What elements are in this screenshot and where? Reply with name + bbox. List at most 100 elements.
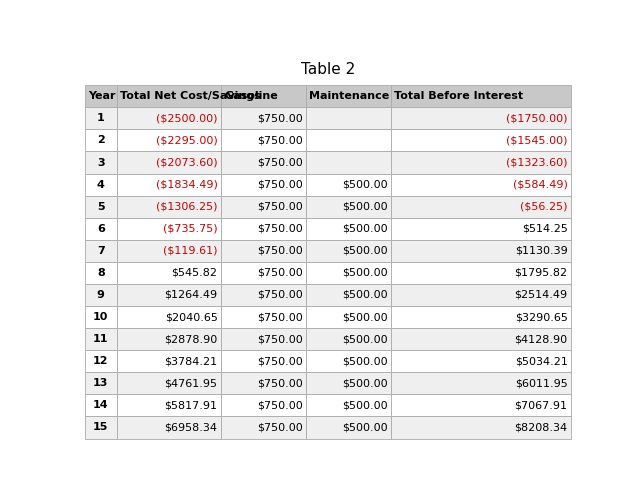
Bar bbox=[116, 84, 221, 107]
Bar bbox=[221, 240, 306, 262]
Text: $750.00: $750.00 bbox=[257, 334, 303, 344]
Bar bbox=[391, 284, 571, 306]
Bar bbox=[221, 306, 306, 328]
Bar bbox=[391, 240, 571, 262]
Bar bbox=[306, 173, 391, 196]
Bar bbox=[391, 107, 571, 129]
Bar bbox=[85, 372, 116, 394]
Bar bbox=[85, 218, 116, 240]
Bar bbox=[306, 394, 391, 416]
Bar bbox=[221, 416, 306, 438]
Text: ($1750.00): ($1750.00) bbox=[506, 113, 568, 123]
Bar bbox=[306, 306, 391, 328]
Bar bbox=[116, 372, 221, 394]
Text: $750.00: $750.00 bbox=[257, 113, 303, 123]
Bar bbox=[116, 306, 221, 328]
Text: $4128.90: $4128.90 bbox=[515, 334, 568, 344]
Text: $500.00: $500.00 bbox=[342, 202, 388, 212]
Text: 13: 13 bbox=[93, 378, 108, 388]
Bar bbox=[116, 129, 221, 152]
Text: 3: 3 bbox=[97, 158, 104, 167]
Bar bbox=[306, 328, 391, 350]
Bar bbox=[306, 350, 391, 372]
Text: $4761.95: $4761.95 bbox=[164, 378, 218, 388]
Text: $1264.49: $1264.49 bbox=[164, 290, 218, 300]
Bar bbox=[391, 262, 571, 284]
Text: $500.00: $500.00 bbox=[342, 378, 388, 388]
Bar bbox=[116, 218, 221, 240]
Text: ($2500.00): ($2500.00) bbox=[156, 113, 218, 123]
Text: $750.00: $750.00 bbox=[257, 356, 303, 366]
Text: $750.00: $750.00 bbox=[257, 290, 303, 300]
Text: $6958.34: $6958.34 bbox=[164, 422, 218, 432]
Text: $750.00: $750.00 bbox=[257, 136, 303, 146]
Text: $750.00: $750.00 bbox=[257, 378, 303, 388]
Bar bbox=[391, 416, 571, 438]
Text: 6: 6 bbox=[97, 224, 105, 234]
Bar bbox=[306, 129, 391, 152]
Bar bbox=[221, 284, 306, 306]
Bar bbox=[221, 196, 306, 218]
Bar bbox=[116, 328, 221, 350]
Text: 14: 14 bbox=[93, 401, 109, 411]
Bar bbox=[85, 152, 116, 173]
Bar bbox=[306, 84, 391, 107]
Text: 7: 7 bbox=[97, 246, 104, 256]
Text: $3784.21: $3784.21 bbox=[164, 356, 218, 366]
Text: Total Net Cost/Savings: Total Net Cost/Savings bbox=[120, 91, 260, 101]
Bar bbox=[85, 350, 116, 372]
Bar bbox=[306, 107, 391, 129]
Bar bbox=[116, 196, 221, 218]
Bar bbox=[306, 152, 391, 173]
Text: $750.00: $750.00 bbox=[257, 268, 303, 278]
Bar bbox=[306, 372, 391, 394]
Bar bbox=[391, 372, 571, 394]
Bar bbox=[221, 350, 306, 372]
Text: Total Before Interest: Total Before Interest bbox=[394, 91, 524, 101]
Bar bbox=[85, 196, 116, 218]
Text: $6011.95: $6011.95 bbox=[515, 378, 568, 388]
Bar bbox=[391, 306, 571, 328]
Bar bbox=[85, 84, 116, 107]
Bar bbox=[391, 152, 571, 173]
Text: $750.00: $750.00 bbox=[257, 158, 303, 167]
Text: $500.00: $500.00 bbox=[342, 290, 388, 300]
Bar bbox=[85, 107, 116, 129]
Bar bbox=[306, 240, 391, 262]
Text: 9: 9 bbox=[97, 290, 105, 300]
Text: $500.00: $500.00 bbox=[342, 268, 388, 278]
Text: 10: 10 bbox=[93, 312, 108, 322]
Bar bbox=[391, 350, 571, 372]
Bar bbox=[116, 240, 221, 262]
Bar bbox=[116, 173, 221, 196]
Bar bbox=[221, 262, 306, 284]
Bar bbox=[116, 107, 221, 129]
Text: 12: 12 bbox=[93, 356, 109, 366]
Bar bbox=[85, 306, 116, 328]
Text: $500.00: $500.00 bbox=[342, 312, 388, 322]
Text: ($735.75): ($735.75) bbox=[163, 224, 218, 234]
Bar bbox=[116, 152, 221, 173]
Bar bbox=[221, 328, 306, 350]
Text: 8: 8 bbox=[97, 268, 104, 278]
Text: $5817.91: $5817.91 bbox=[164, 401, 218, 411]
Bar bbox=[391, 196, 571, 218]
Text: ($1834.49): ($1834.49) bbox=[156, 179, 218, 189]
Text: $500.00: $500.00 bbox=[342, 179, 388, 189]
Bar bbox=[306, 416, 391, 438]
Text: $2514.49: $2514.49 bbox=[515, 290, 568, 300]
Text: ($2073.60): ($2073.60) bbox=[156, 158, 218, 167]
Text: $750.00: $750.00 bbox=[257, 224, 303, 234]
Text: Maintenance: Maintenance bbox=[309, 91, 389, 101]
Bar bbox=[221, 84, 306, 107]
Bar bbox=[116, 350, 221, 372]
Bar bbox=[221, 372, 306, 394]
Bar bbox=[85, 129, 116, 152]
Text: Gasoline: Gasoline bbox=[224, 91, 278, 101]
Bar bbox=[306, 284, 391, 306]
Bar bbox=[391, 173, 571, 196]
Bar bbox=[221, 152, 306, 173]
Bar bbox=[85, 328, 116, 350]
Bar bbox=[391, 84, 571, 107]
Text: $750.00: $750.00 bbox=[257, 401, 303, 411]
